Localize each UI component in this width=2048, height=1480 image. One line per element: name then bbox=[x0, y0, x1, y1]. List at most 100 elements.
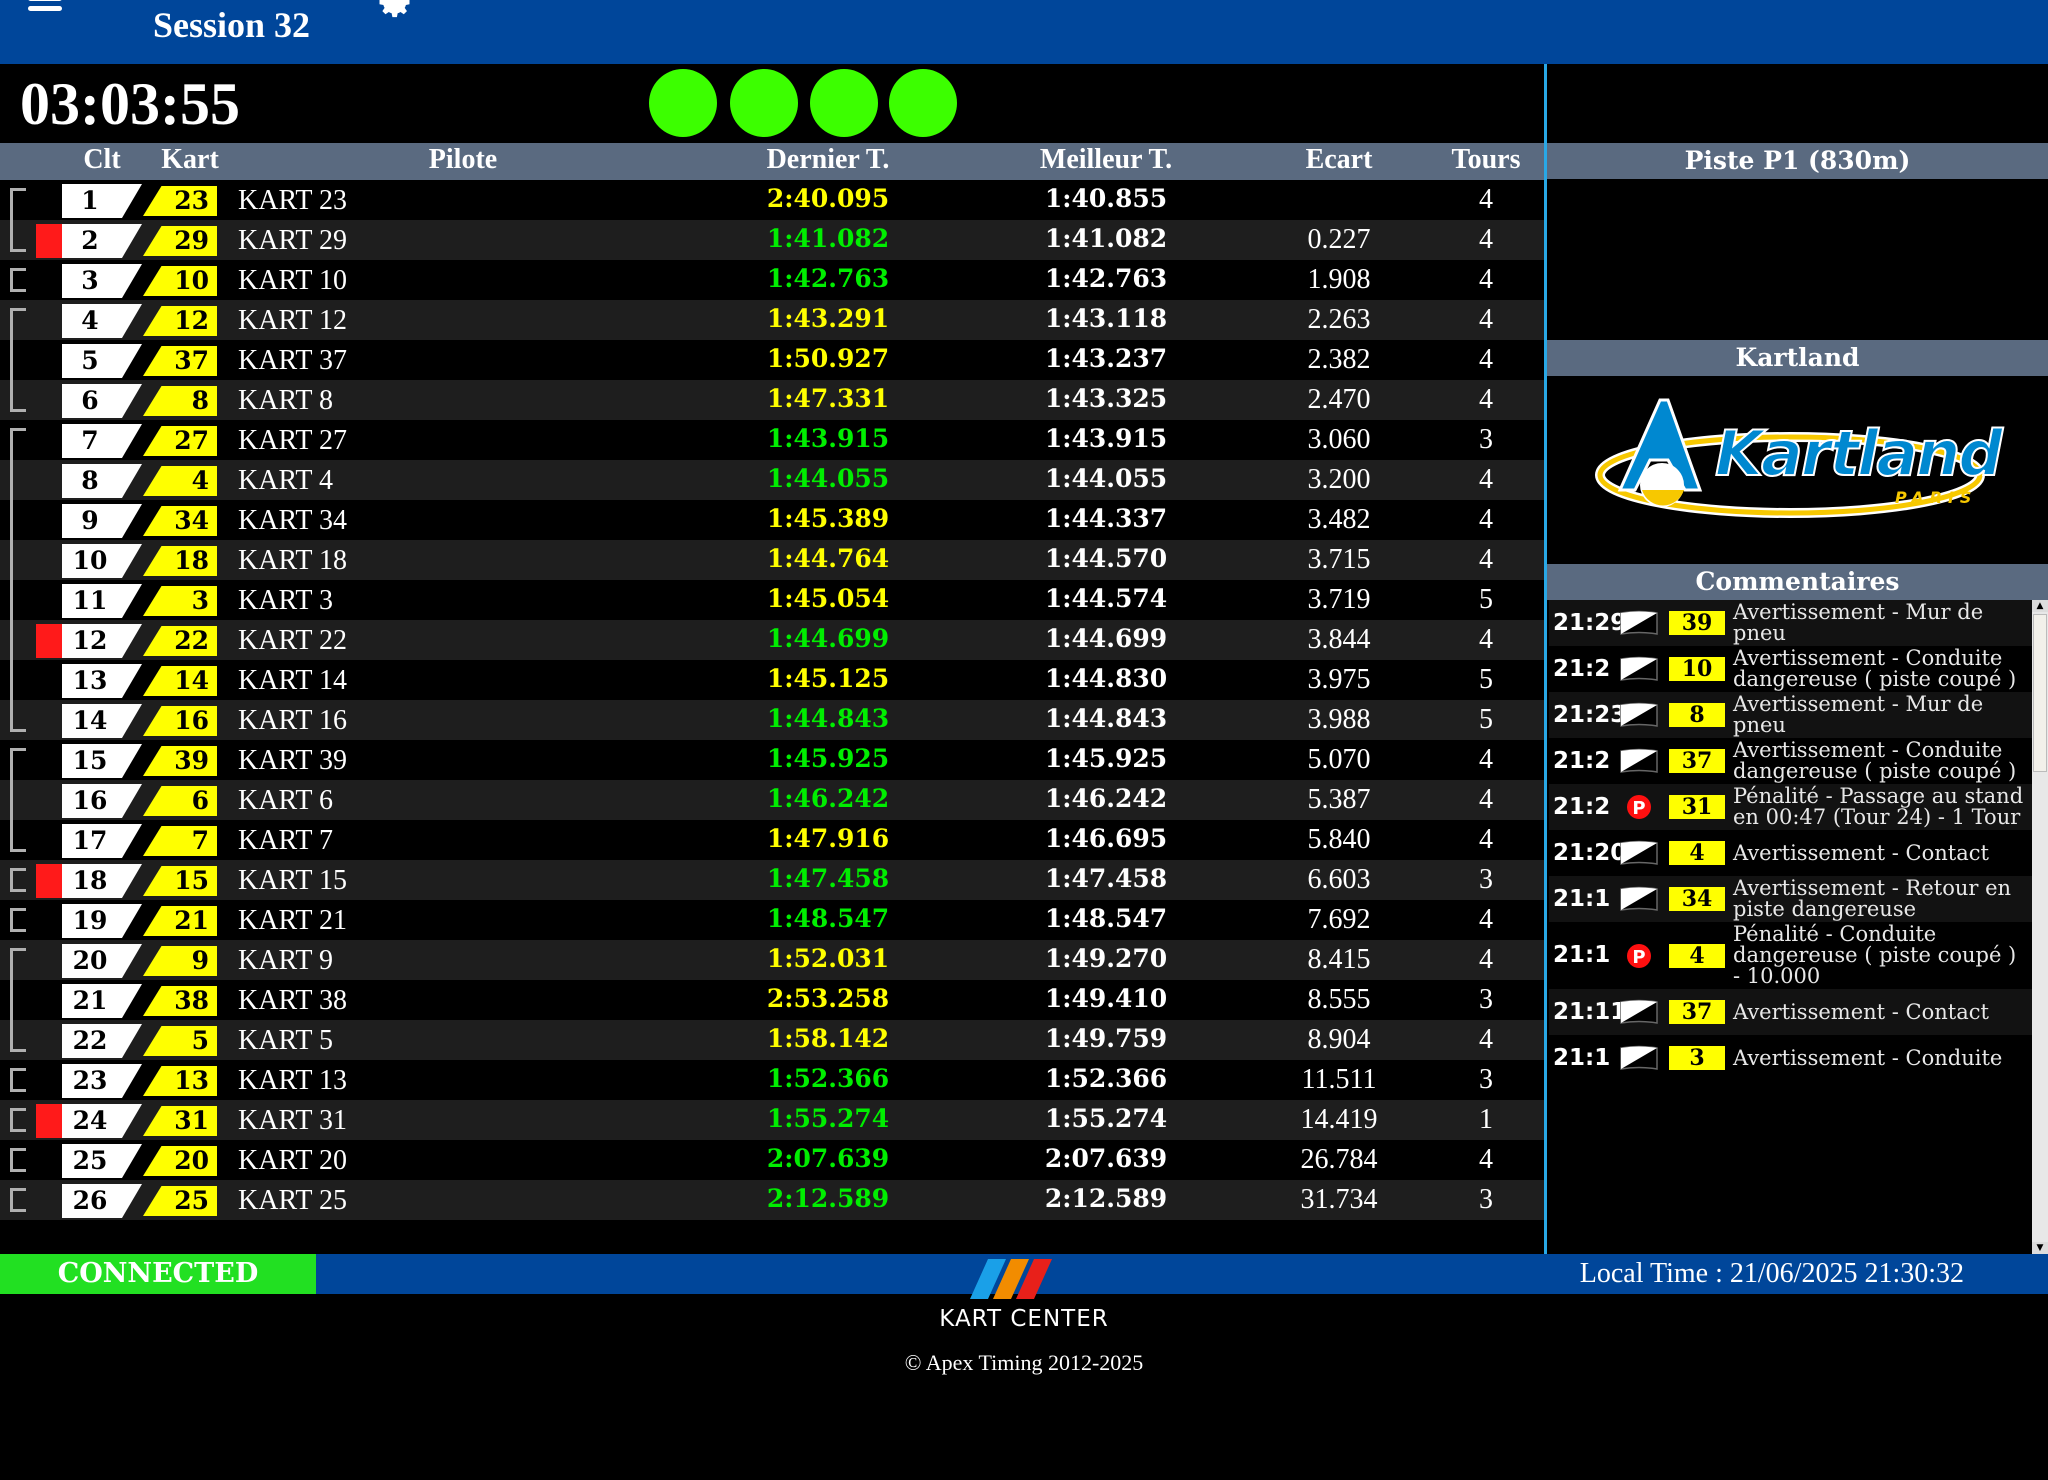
position-badge: 5 bbox=[62, 344, 142, 378]
svg-text:PARIS: PARIS bbox=[1895, 488, 1977, 507]
laps: 4 bbox=[1479, 824, 1493, 855]
comment-kart: 4 bbox=[1669, 943, 1725, 968]
table-row[interactable]: 17 7 KART 7 1:47.916 1:46.695 5.840 4 bbox=[0, 820, 1544, 860]
table-row[interactable]: 4 12 KART 12 1:43.291 1:43.118 2.263 4 bbox=[0, 300, 1544, 340]
position-badge: 7 bbox=[62, 424, 142, 458]
group-bracket bbox=[10, 748, 26, 780]
pilot-name: KART 21 bbox=[238, 905, 348, 936]
table-row[interactable]: 10 18 KART 18 1:44.764 1:44.570 3.715 4 bbox=[0, 540, 1544, 580]
comment-time: 21:1 bbox=[1553, 942, 1611, 968]
table-row[interactable]: 19 21 KART 21 1:48.547 1:48.547 7.692 4 bbox=[0, 900, 1544, 940]
gap: 8.904 bbox=[1307, 1024, 1371, 1055]
position-badge: 11 bbox=[62, 584, 142, 618]
comment-text: Avertissement - Contact bbox=[1733, 840, 1989, 865]
table-row[interactable]: 2 29 KART 29 1:41.082 1:41.082 0.227 4 bbox=[0, 220, 1544, 260]
group-bracket bbox=[10, 340, 26, 380]
last-lap-time: 1:45.389 bbox=[766, 504, 890, 533]
kart-center-brand: KART CENTER bbox=[939, 1306, 1109, 1332]
last-lap-time: 1:44.843 bbox=[766, 704, 890, 733]
pilot-name: KART 3 bbox=[238, 585, 334, 616]
table-row[interactable]: 8 4 KART 4 1:44.055 1:44.055 3.200 4 bbox=[0, 460, 1544, 500]
column-header-ecart[interactable]: Ecart bbox=[1305, 144, 1373, 175]
table-row[interactable]: 26 25 KART 25 2:12.589 2:12.589 31.734 3 bbox=[0, 1180, 1544, 1220]
table-row[interactable]: 6 8 KART 8 1:47.331 1:43.325 2.470 4 bbox=[0, 380, 1544, 420]
table-row[interactable]: 11 3 KART 3 1:45.054 1:44.574 3.719 5 bbox=[0, 580, 1544, 620]
kart-number: 25 bbox=[174, 1186, 209, 1215]
position-badge: 10 bbox=[62, 544, 142, 578]
best-lap-time: 1:44.055 bbox=[1044, 464, 1168, 493]
comment-kart: 3 bbox=[1669, 1046, 1725, 1070]
column-header-dernier[interactable]: Dernier T. bbox=[766, 144, 890, 175]
comments-scrollbar[interactable]: ▲ ▼ bbox=[2032, 600, 2048, 1254]
comment-item: 21:20 4 Avertissement - Contact bbox=[1549, 830, 2032, 876]
position-badge: 20 bbox=[62, 944, 142, 978]
group-bracket bbox=[10, 220, 26, 252]
kart-number: 29 bbox=[174, 226, 209, 255]
kart-badge: 37 bbox=[143, 346, 217, 376]
table-row[interactable]: 21 38 KART 38 2:53.258 1:49.410 8.555 3 bbox=[0, 980, 1544, 1020]
kart-badge: 39 bbox=[143, 746, 217, 776]
best-lap-time: 1:40.855 bbox=[1044, 184, 1168, 213]
best-lap-time: 1:46.695 bbox=[1044, 824, 1168, 853]
table-row[interactable]: 1 23 KART 23 2:40.095 1:40.855 4 bbox=[0, 180, 1544, 220]
gap: 3.715 bbox=[1307, 544, 1371, 575]
best-lap-time: 1:43.237 bbox=[1044, 344, 1168, 373]
position-badge: 25 bbox=[62, 1144, 142, 1178]
column-header-tours[interactable]: Tours bbox=[1451, 144, 1521, 175]
table-row[interactable]: 20 9 KART 9 1:52.031 1:49.270 8.415 4 bbox=[0, 940, 1544, 980]
laps: 4 bbox=[1479, 304, 1493, 335]
table-row[interactable]: 7 27 KART 27 1:43.915 1:43.915 3.060 3 bbox=[0, 420, 1544, 460]
comments-list[interactable]: 21:29 39 Avertissement - Mur de pneu 21:2 10… bbox=[1549, 600, 2032, 1254]
gap: 1.908 bbox=[1307, 264, 1371, 295]
comment-time: 21:20 bbox=[1553, 839, 1627, 866]
laps: 4 bbox=[1479, 1144, 1493, 1175]
table-row[interactable]: 5 37 KART 37 1:50.927 1:43.237 2.382 4 bbox=[0, 340, 1544, 380]
session-timer: 03:03:55 bbox=[20, 71, 240, 137]
warning-flag-icon bbox=[1620, 886, 1658, 911]
comment-text: Pénalité - Conduite dangereuse ( piste c… bbox=[1733, 922, 2017, 988]
top-bar: Session 32 bbox=[0, 0, 2048, 64]
table-row[interactable]: 12 22 KART 22 1:44.699 1:44.699 3.844 4 bbox=[0, 620, 1544, 660]
laps: 4 bbox=[1479, 384, 1493, 415]
table-row[interactable]: 22 5 KART 5 1:58.142 1:49.759 8.904 4 bbox=[0, 1020, 1544, 1060]
kart-badge: 29 bbox=[143, 226, 217, 256]
group-bracket bbox=[10, 500, 26, 540]
pilot-name: KART 12 bbox=[238, 305, 348, 336]
scrollbar-thumb[interactable] bbox=[2033, 614, 2047, 772]
best-lap-time: 1:44.337 bbox=[1044, 504, 1168, 533]
table-row[interactable]: 3 10 KART 10 1:42.763 1:42.763 1.908 4 bbox=[0, 260, 1544, 300]
kart-number: 10 bbox=[174, 266, 209, 295]
best-lap-time: 1:49.759 bbox=[1044, 1024, 1168, 1053]
scroll-down-icon[interactable]: ▼ bbox=[2032, 1242, 2048, 1254]
column-header-clt[interactable]: Clt bbox=[83, 144, 121, 175]
kart-badge: 10 bbox=[143, 266, 217, 296]
table-row[interactable]: 16 6 KART 6 1:46.242 1:46.242 5.387 4 bbox=[0, 780, 1544, 820]
pilot-name: KART 38 bbox=[238, 985, 348, 1016]
table-row[interactable]: 13 14 KART 14 1:45.125 1:44.830 3.975 5 bbox=[0, 660, 1544, 700]
kart-badge: 5 bbox=[143, 1026, 217, 1056]
group-bracket bbox=[10, 268, 26, 292]
kart-badge: 34 bbox=[143, 506, 217, 536]
table-row[interactable]: 18 15 KART 15 1:47.458 1:47.458 6.603 3 bbox=[0, 860, 1544, 900]
comment-kart: 37 bbox=[1669, 1000, 1725, 1024]
group-bracket bbox=[10, 660, 26, 700]
column-header-meilleur[interactable]: Meilleur T. bbox=[1039, 144, 1173, 175]
group-bracket bbox=[10, 1108, 26, 1132]
position-badge: 15 bbox=[62, 744, 142, 778]
table-row[interactable]: 25 20 KART 20 2:07.639 2:07.639 26.784 4 bbox=[0, 1140, 1544, 1180]
column-header-pilote[interactable]: Pilote bbox=[428, 144, 498, 175]
hamburger-icon[interactable] bbox=[28, 0, 62, 16]
table-row[interactable]: 14 16 KART 16 1:44.843 1:44.843 3.988 5 bbox=[0, 700, 1544, 740]
comment-item: 21:23 8 Avertissement - Mur de pneu bbox=[1549, 692, 2032, 738]
group-bracket bbox=[10, 1188, 26, 1212]
gap: 5.070 bbox=[1307, 744, 1371, 775]
gear-icon[interactable] bbox=[378, 0, 414, 20]
column-header-kart[interactable]: Kart bbox=[161, 144, 219, 175]
table-row[interactable]: 23 13 KART 13 1:52.366 1:52.366 11.511 3 bbox=[0, 1060, 1544, 1100]
scroll-up-icon[interactable]: ▲ bbox=[2032, 600, 2048, 612]
laps: 4 bbox=[1479, 464, 1493, 495]
best-lap-time: 1:45.925 bbox=[1044, 744, 1168, 773]
table-row[interactable]: 9 34 KART 34 1:45.389 1:44.337 3.482 4 bbox=[0, 500, 1544, 540]
table-row[interactable]: 15 39 KART 39 1:45.925 1:45.925 5.070 4 bbox=[0, 740, 1544, 780]
table-row[interactable]: 24 31 KART 31 1:55.274 1:55.274 14.419 1 bbox=[0, 1100, 1544, 1140]
